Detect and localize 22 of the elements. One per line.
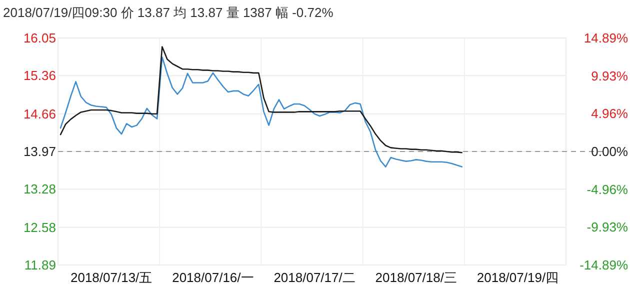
y-tick-label: 16.05 [23, 30, 56, 46]
y2-tick-label: -4.96% [586, 182, 628, 197]
x-tick-label: 2018/07/18/三 [375, 270, 457, 285]
x-tick-label: 2018/07/17/二 [274, 270, 356, 285]
x-tick-label: 2018/07/13/五 [70, 270, 152, 285]
y-tick-label: 12.58 [23, 220, 56, 235]
y-tick-label: 13.97 [23, 144, 56, 160]
chart-title: 2018/07/19/四09:30 价 13.87 均 13.87 量 1387 幅 -0.72% [3, 5, 334, 20]
y2-tick-label: 9.93% [591, 68, 628, 84]
y-tick-label: 11.89 [24, 258, 56, 273]
x-tick-label: 2018/07/19/四 [476, 270, 559, 285]
y-tick-label: 15.36 [23, 68, 56, 84]
x-tick-label: 2018/07/16/一 [172, 270, 254, 285]
y-tick-label: 13.28 [23, 182, 56, 197]
y2-tick-label: 4.96% [591, 106, 628, 122]
y2-tick-label: 0.00% [591, 144, 628, 160]
y2-tick-label: -9.93% [586, 220, 628, 235]
line-series [60, 46, 463, 154]
y2-tick-label: -14.89% [580, 258, 628, 273]
y-tick-label: 14.66 [23, 106, 56, 122]
y2-tick-label: 14.89% [584, 30, 628, 46]
line-series [60, 56, 463, 168]
